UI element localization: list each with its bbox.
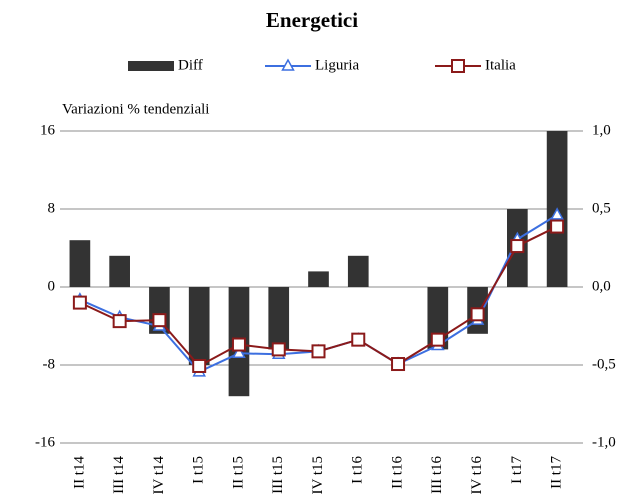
x-tick-label: I t15 xyxy=(191,456,207,484)
x-tick-label: I t17 xyxy=(509,456,525,484)
chart-title: Energetici xyxy=(266,8,358,32)
y-tick-label: -16 xyxy=(35,434,55,450)
marker xyxy=(510,239,525,254)
bar xyxy=(347,255,369,287)
marker xyxy=(430,332,445,347)
y-axis-label: Variazioni % tendenziali xyxy=(62,101,209,117)
marker xyxy=(72,295,87,310)
x-tick-label: II t16 xyxy=(389,456,405,489)
bar xyxy=(268,287,290,350)
marker xyxy=(271,342,286,357)
y2-tick-label: 0,0 xyxy=(592,278,611,294)
x-tick-label: III t15 xyxy=(270,456,286,494)
x-tick-label: IV t14 xyxy=(151,456,167,495)
bar xyxy=(308,271,329,287)
marker xyxy=(550,207,564,220)
legend-label: Italia xyxy=(485,57,516,73)
bar xyxy=(69,240,91,287)
y-tick-label: -8 xyxy=(43,356,56,372)
marker xyxy=(152,313,167,328)
y2-tick-label: 0,5 xyxy=(592,200,611,216)
marker xyxy=(550,219,565,234)
x-tick-label: III t14 xyxy=(111,456,127,494)
legend-swatch xyxy=(128,61,174,71)
x-tick-label: II t14 xyxy=(71,456,87,489)
bar xyxy=(109,255,130,287)
legend-marker xyxy=(281,58,295,71)
x-tick-label: III t16 xyxy=(429,456,445,494)
y-tick-label: 0 xyxy=(48,278,56,294)
marker xyxy=(232,345,246,359)
legend-marker xyxy=(451,59,465,73)
x-tick-label: II t15 xyxy=(230,456,246,489)
marker xyxy=(112,314,127,329)
marker xyxy=(311,344,326,359)
x-tick-label: IV t16 xyxy=(469,456,485,495)
marker xyxy=(391,357,406,372)
legend-label: Diff xyxy=(178,57,203,73)
y2-tick-label: -1,0 xyxy=(592,434,616,450)
y-tick-label: 8 xyxy=(48,200,56,216)
x-tick-label: II t17 xyxy=(549,456,565,489)
marker xyxy=(192,358,207,373)
legend-label: Liguria xyxy=(315,57,359,73)
x-tick-label: I t16 xyxy=(350,456,366,484)
marker xyxy=(470,307,485,322)
x-tick-label: IV t15 xyxy=(310,456,326,494)
y2-tick-label: 1,0 xyxy=(592,122,611,138)
y-tick-label: 16 xyxy=(40,122,56,138)
y2-tick-label: -0,5 xyxy=(592,356,616,372)
bar xyxy=(188,287,210,365)
marker xyxy=(351,332,366,347)
marker xyxy=(231,337,246,352)
